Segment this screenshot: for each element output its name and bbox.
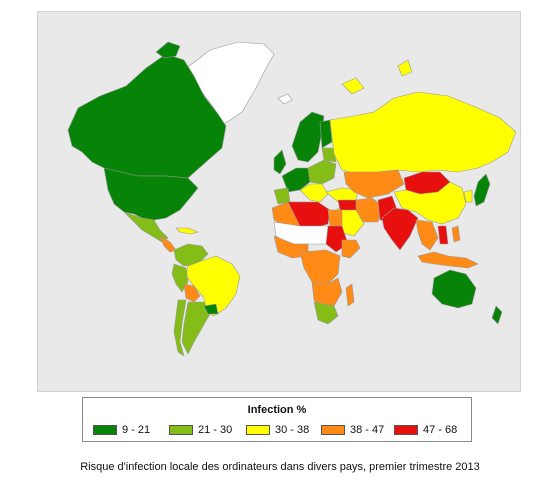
region-baltics[interactable] — [321, 147, 337, 163]
region-south-africa[interactable] — [313, 301, 339, 325]
region-caribbean[interactable] — [175, 227, 199, 235]
region-eastern-europe[interactable] — [307, 159, 337, 185]
legend-swatch — [394, 425, 418, 435]
world-map — [37, 11, 521, 392]
region-australia[interactable] — [431, 269, 477, 309]
map-svg — [67, 41, 517, 357]
region-usa[interactable] — [103, 167, 199, 221]
region-madagascar[interactable] — [345, 283, 355, 307]
region-uruguay[interactable] — [203, 303, 219, 315]
legend-items: 9 - 21 21 - 30 30 - 38 38 - 47 47 - 68 — [91, 424, 465, 438]
region-arctic-russia[interactable] — [341, 77, 365, 95]
region-china[interactable] — [393, 181, 467, 225]
legend-label: 21 - 30 — [198, 424, 233, 436]
region-korea[interactable] — [463, 189, 473, 203]
region-egypt[interactable] — [327, 209, 343, 227]
legend-swatch — [169, 425, 193, 435]
region-iraq-syria[interactable] — [337, 199, 357, 211]
region-se-asia[interactable] — [415, 219, 439, 251]
region-canada[interactable] — [67, 53, 227, 179]
region-horn-africa[interactable] — [341, 239, 361, 259]
region-kazakhstan[interactable] — [343, 169, 405, 199]
region-indonesia[interactable] — [417, 251, 479, 269]
region-arctic-islands[interactable] — [155, 41, 181, 59]
map-caption: Risque d'infection locale des ordinateur… — [80, 461, 480, 473]
region-turkey[interactable] — [325, 187, 359, 203]
region-scandinavia[interactable] — [291, 111, 325, 163]
legend: Infection % 9 - 21 21 - 30 30 - 38 38 - … — [82, 397, 472, 442]
legend-swatch — [246, 425, 270, 435]
region-iceland[interactable] — [277, 93, 293, 105]
legend-label: 38 - 47 — [350, 424, 385, 436]
legend-swatch — [93, 425, 117, 435]
region-novaya[interactable] — [397, 59, 413, 77]
region-finland[interactable] — [319, 119, 333, 149]
legend-label: 47 - 68 — [423, 424, 458, 436]
region-new-zealand[interactable] — [491, 305, 503, 325]
region-bolivia[interactable] — [183, 283, 201, 303]
legend-label: 9 - 21 — [122, 424, 151, 436]
region-iberia[interactable] — [273, 187, 291, 205]
legend-label: 30 - 38 — [275, 424, 310, 436]
region-japan[interactable] — [473, 173, 491, 207]
region-vietnam[interactable] — [437, 225, 449, 245]
region-india[interactable] — [381, 207, 419, 251]
region-southern-africa[interactable] — [311, 277, 343, 309]
legend-swatch — [321, 425, 345, 435]
region-philippines[interactable] — [451, 225, 461, 243]
region-uk-ireland[interactable] — [273, 149, 287, 175]
region-chile[interactable] — [173, 299, 187, 357]
region-central-africa[interactable] — [299, 249, 341, 285]
legend-title: Infection % — [247, 404, 307, 416]
region-central-america[interactable] — [159, 235, 177, 253]
region-colombia-venezuela[interactable] — [173, 243, 209, 267]
region-russia[interactable] — [329, 91, 517, 175]
